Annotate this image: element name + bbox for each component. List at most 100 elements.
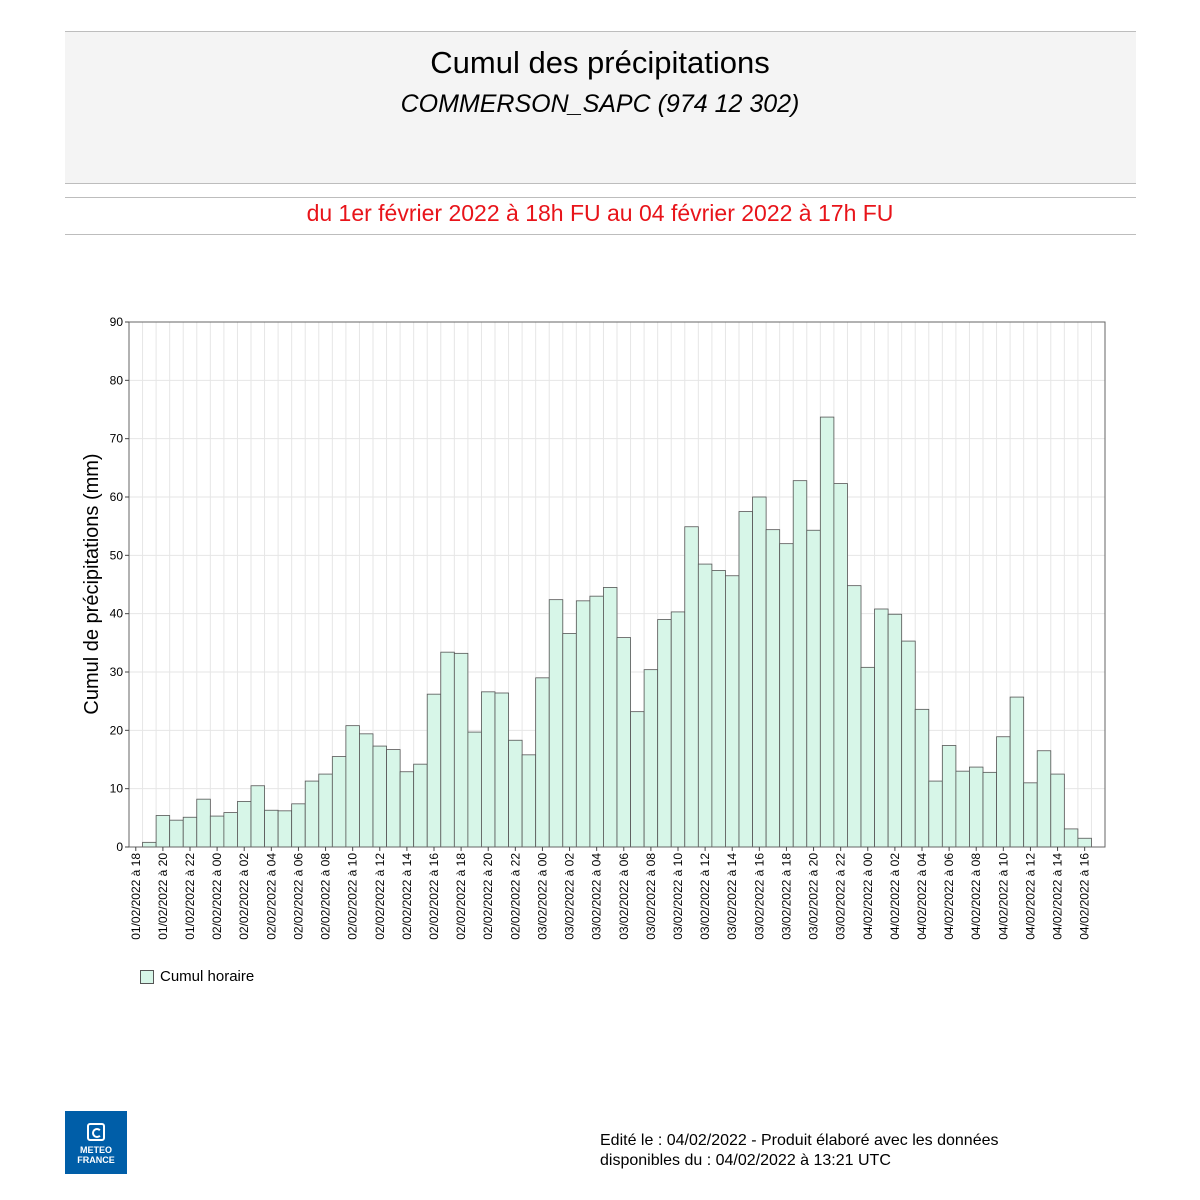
x-tick-label: 02/02/2022 à 22 [508,853,522,940]
x-tick-label: 02/02/2022 à 00 [210,853,224,940]
bar [399,771,415,848]
bar [250,785,265,848]
x-tick-label: 02/02/2022 à 14 [400,853,414,940]
bar [847,585,862,848]
bar [318,773,333,848]
bar [860,666,875,848]
meteo-france-logo: METEO FRANCE [65,1111,127,1174]
bar [901,640,916,848]
bar [548,599,564,848]
x-tick-label: 01/02/2022 à 20 [156,853,170,940]
y-tick-label: 60 [110,490,124,504]
y-tick-label: 90 [110,315,124,329]
bar [711,570,726,848]
bar [467,731,482,848]
bar [345,725,360,848]
x-tick-label: 02/02/2022 à 12 [373,853,387,940]
period-panel [65,197,1136,235]
bar [941,745,957,848]
bar [928,780,943,848]
bar [142,841,157,848]
x-tick-label: 03/02/2022 à 02 [563,853,577,940]
bar [575,600,591,848]
y-tick-label: 20 [110,723,124,737]
x-tick-label: 03/02/2022 à 06 [617,853,631,940]
bar [738,511,753,848]
bar [1023,782,1038,848]
x-tick-label: 03/02/2022 à 12 [698,853,712,940]
bar [725,575,740,848]
x-tick-label: 03/02/2022 à 14 [725,853,739,940]
x-tick-label: 02/02/2022 à 04 [264,853,278,940]
x-tick-label: 04/02/2022 à 08 [969,853,983,940]
bar [426,693,442,848]
x-tick-label: 03/02/2022 à 08 [644,853,658,940]
bar [833,483,848,848]
meteo-france-emblem-icon [87,1123,105,1141]
x-tick-label: 02/02/2022 à 20 [481,853,495,940]
period-label: du 1er février 2022 à 18h FU au 04 févri… [306,200,894,226]
bar [223,812,238,848]
bar [779,543,794,848]
bar [169,819,184,848]
x-tick-label: 04/02/2022 à 12 [1023,853,1037,940]
x-tick-label: 02/02/2022 à 06 [291,853,305,940]
bar [752,496,767,848]
bar [969,766,984,848]
y-tick-label: 0 [116,840,123,854]
bar [874,608,889,848]
bar [819,416,835,848]
y-tick-label: 50 [110,548,124,562]
x-tick-label: 04/02/2022 à 10 [996,853,1010,940]
bar [453,652,469,848]
bar [792,480,808,848]
bar [1009,696,1025,848]
footer-note: Edité le : 04/02/2022 - Produit élaboré … [600,1131,999,1171]
bar [304,780,320,848]
x-tick-label: 04/02/2022 à 04 [915,853,929,940]
y-tick-label: 70 [110,432,124,446]
bar [196,798,211,848]
bar [589,595,604,848]
bar [440,651,455,848]
bar [562,633,577,848]
bar [372,745,387,848]
bar [359,733,374,848]
bar [806,529,821,848]
y-tick-label: 80 [110,373,124,387]
x-tick-label: 03/02/2022 à 22 [834,853,848,940]
bar [1063,828,1079,848]
bar [331,756,347,848]
bar [955,770,970,848]
bar [291,803,306,848]
x-tick-label: 03/02/2022 à 00 [535,853,549,940]
legend: Cumul horaire [140,968,254,985]
bar [182,816,198,848]
bar [237,801,252,848]
bar [616,637,631,848]
x-tick-label: 04/02/2022 à 00 [861,853,875,940]
bar [481,691,496,848]
bars [142,416,1092,848]
footer-line1: Edité le : 04/02/2022 - Produit élaboré … [600,1132,999,1149]
bar [603,587,618,848]
bar [684,526,699,848]
bar [1036,750,1052,848]
bar [386,749,401,848]
x-tick-label: 04/02/2022 à 02 [888,853,902,940]
bar [630,711,645,848]
legend-swatch [140,969,154,984]
x-tick-label: 03/02/2022 à 18 [779,853,793,940]
x-tick-label: 03/02/2022 à 20 [807,853,821,940]
bar [494,692,509,848]
x-tick-label: 02/02/2022 à 08 [319,853,333,940]
station-subtitle: COMMERSON_SAPC (974 12 302) [400,90,800,118]
logo-text-line2: FRANCE [77,1155,115,1165]
bar [996,736,1011,848]
bar [155,815,171,848]
y-tick-label: 40 [110,607,124,621]
x-tick-label: 03/02/2022 à 10 [671,853,685,940]
x-tick-label: 04/02/2022 à 16 [1078,853,1092,940]
x-tick-label: 01/02/2022 à 18 [129,853,143,940]
bar [413,763,428,848]
